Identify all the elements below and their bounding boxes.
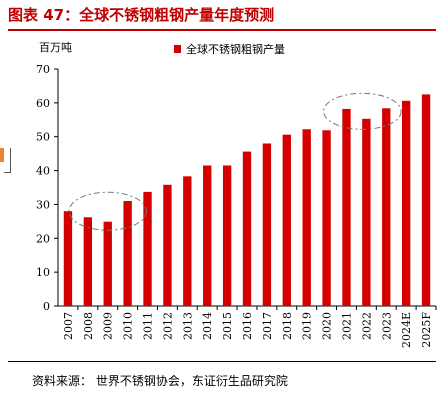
x-tick-label: 2021 <box>340 312 353 340</box>
y-tick-label: 0 <box>43 300 50 313</box>
y-tick-label: 50 <box>36 131 50 144</box>
y-unit-label: 百万吨 <box>39 41 72 54</box>
bar-2010 <box>123 201 132 306</box>
side-marker <box>0 148 4 162</box>
bar-2017 <box>262 143 272 306</box>
bar-2025F <box>421 94 431 307</box>
x-tick-label: 2007 <box>62 312 75 340</box>
x-tick-label: 2018 <box>281 312 294 340</box>
dip-highlight-ellipse <box>68 191 148 231</box>
side-bracket <box>4 148 11 173</box>
legend-swatch <box>174 45 181 53</box>
axes: 0 10 20 30 40 50 60 70 2007 2008 2009 2010 2011 2012 2… <box>36 63 437 348</box>
title-rule <box>8 29 436 31</box>
bar-chart: 百万吨 全球不锈钢粗钢产量 0 10 20 30 40 50 60 70 2007 2008 200… <box>36 41 437 348</box>
x-tick-label: 2015 <box>221 312 234 340</box>
bar-2022 <box>362 118 371 307</box>
y-tick-label: 70 <box>36 63 50 76</box>
y-tick-label: 40 <box>36 165 50 178</box>
x-tick-label: 2025F <box>420 312 433 348</box>
x-tick-label: 2022 <box>360 312 373 340</box>
bar-2019 <box>302 129 311 306</box>
x-tick-label: 2010 <box>122 312 135 340</box>
y-tick-label: 60 <box>36 97 50 110</box>
bar-2011 <box>143 191 152 306</box>
bar-2014 <box>203 165 212 306</box>
x-tick-label: 2011 <box>142 312 155 340</box>
footer-rule <box>8 361 436 362</box>
bar-2013 <box>183 176 192 306</box>
x-tick-label: 2014 <box>201 312 214 340</box>
figure-title: 图表 47：全球不锈钢粗钢产量年度预测 <box>8 6 275 24</box>
bar-2012 <box>163 184 172 306</box>
annotations <box>68 92 402 231</box>
legend: 全球不锈钢粗钢产量 <box>174 42 285 56</box>
plateau-highlight-ellipse <box>323 92 402 130</box>
bar-2023 <box>382 108 391 306</box>
bar-2016 <box>242 151 252 306</box>
bar-2008 <box>83 217 93 306</box>
x-tick-label: 2020 <box>321 312 334 340</box>
x-tick-label: 2024E <box>400 312 413 348</box>
x-tick-label: 2016 <box>241 312 254 340</box>
x-tick-label: 2012 <box>161 312 174 340</box>
bars <box>63 94 431 307</box>
source-note: 资料来源： 世界不锈钢协会，东证衍生品研究院 <box>32 374 288 388</box>
x-tick-label: 2023 <box>380 312 393 340</box>
bar-2015 <box>222 165 232 306</box>
y-tick-label: 20 <box>36 232 50 245</box>
legend-label: 全球不锈钢粗钢产量 <box>186 42 285 56</box>
bar-2009 <box>103 221 112 306</box>
bar-2007 <box>63 211 73 306</box>
x-tick-label: 2013 <box>181 312 194 340</box>
y-tick-label: 30 <box>36 198 50 211</box>
x-tick-label: 2017 <box>261 312 274 340</box>
bar-2020 <box>322 130 331 306</box>
bar-2024E <box>401 100 411 306</box>
bar-2018 <box>282 134 291 306</box>
bar-2021 <box>342 108 351 306</box>
x-tick-label: 2008 <box>82 312 95 340</box>
x-tick-label: 2009 <box>102 312 115 340</box>
x-tick-label: 2019 <box>301 312 314 340</box>
y-tick-label: 10 <box>36 266 50 279</box>
